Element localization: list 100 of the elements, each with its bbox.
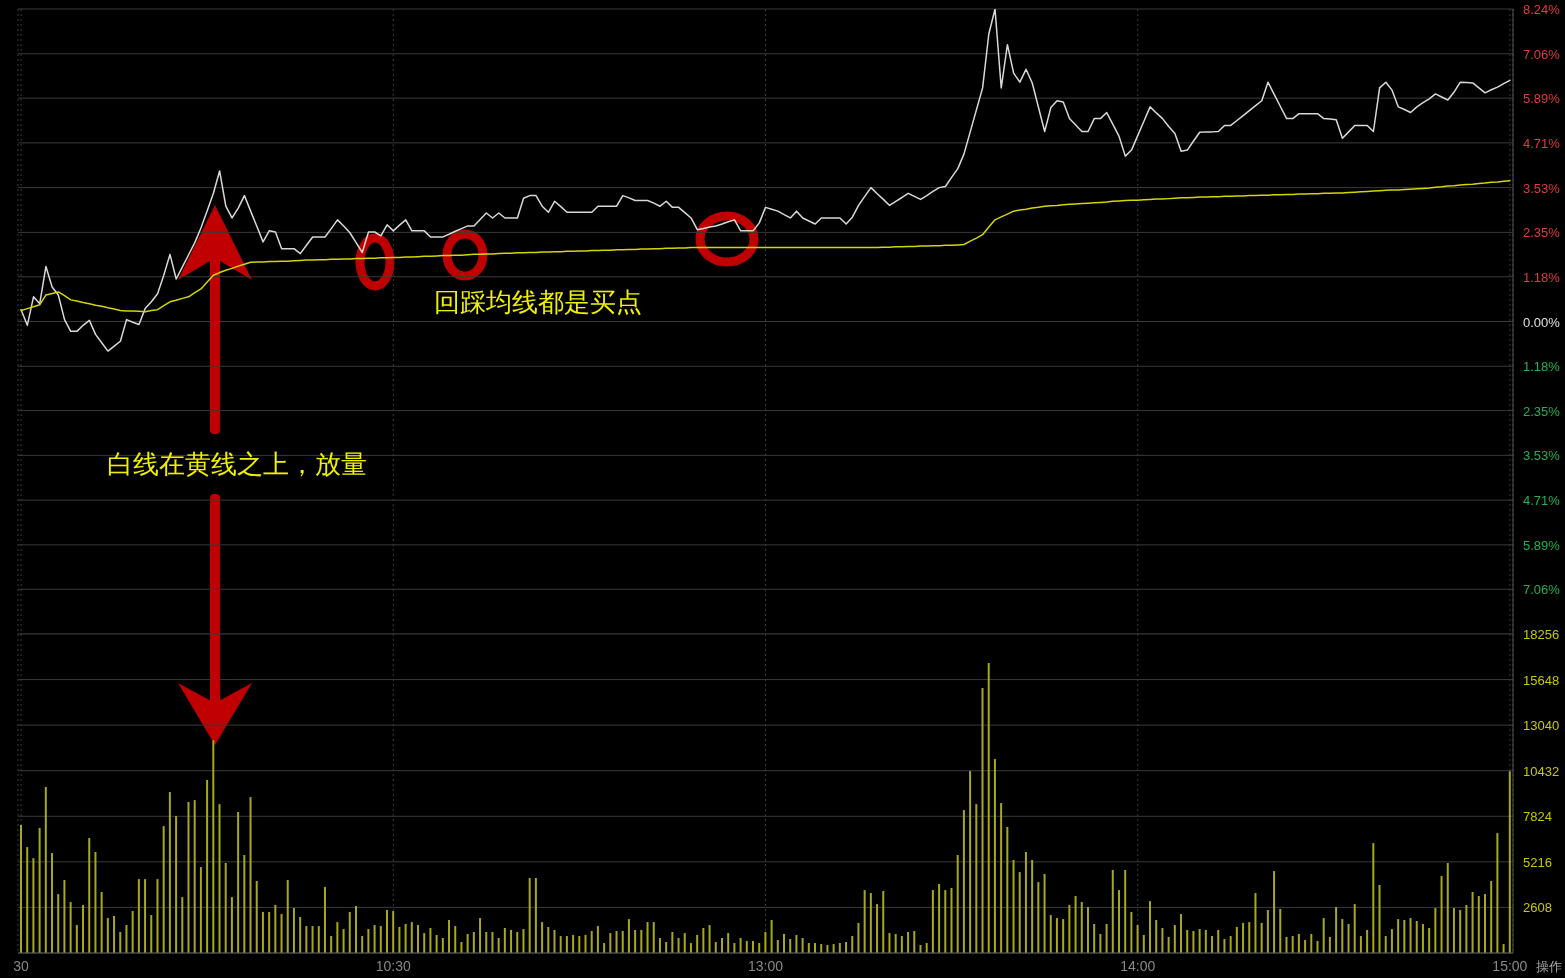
bar xyxy=(1285,936,1288,953)
bar xyxy=(1372,843,1375,953)
bar xyxy=(1055,918,1058,953)
bar xyxy=(218,804,221,953)
bar xyxy=(1279,908,1282,953)
bar xyxy=(491,932,494,953)
bar xyxy=(851,936,854,953)
bar xyxy=(398,926,401,953)
bar xyxy=(1440,876,1443,953)
bar xyxy=(603,943,606,953)
y-tick-label: 1.18% xyxy=(1523,269,1561,285)
bar xyxy=(1043,874,1046,953)
bar xyxy=(435,935,438,953)
bar xyxy=(249,797,252,953)
bar xyxy=(1031,860,1034,953)
bar xyxy=(1291,936,1294,953)
bar xyxy=(1353,904,1356,953)
x-tick-label: 14:00 xyxy=(1120,957,1156,974)
bar xyxy=(268,911,271,953)
bar xyxy=(1086,907,1089,953)
bar xyxy=(237,811,240,953)
y-tick-label: 2.35% xyxy=(1523,225,1561,241)
bar xyxy=(516,932,519,953)
bar xyxy=(1006,827,1009,953)
bar xyxy=(175,816,178,953)
bar xyxy=(1192,930,1195,953)
bar xyxy=(1173,925,1176,953)
bar xyxy=(243,854,246,953)
bar xyxy=(38,828,41,953)
bar xyxy=(1186,929,1189,953)
y-tick-label: 18256 xyxy=(1523,627,1560,642)
bar xyxy=(361,936,364,953)
x-tick-label: 15:00 xyxy=(1492,957,1528,974)
bar xyxy=(1446,863,1449,953)
bar xyxy=(1155,919,1158,953)
bar xyxy=(503,928,506,953)
bar xyxy=(305,926,308,953)
y-tick-label: 7824 xyxy=(1523,809,1552,825)
bar xyxy=(528,878,531,953)
bar xyxy=(212,740,215,953)
bar xyxy=(1434,908,1437,953)
bar xyxy=(26,847,29,953)
bar xyxy=(969,771,972,953)
bar xyxy=(1093,923,1096,953)
bar xyxy=(1471,892,1474,953)
y-tick-label: 13040 xyxy=(1523,718,1560,734)
bar xyxy=(547,926,550,953)
bar xyxy=(931,890,934,953)
bar xyxy=(485,932,488,953)
bar xyxy=(615,930,618,953)
y-tick-label: 2.35% xyxy=(1523,403,1561,419)
bar xyxy=(1024,852,1027,953)
bar xyxy=(1254,893,1257,953)
bar xyxy=(1273,871,1276,953)
bar xyxy=(795,935,798,953)
bar xyxy=(814,943,817,953)
bar xyxy=(1328,936,1331,953)
bar xyxy=(63,879,66,953)
bar xyxy=(1080,901,1083,953)
y-tick-label: 5216 xyxy=(1523,854,1552,870)
bar xyxy=(423,933,426,953)
bar xyxy=(801,937,804,953)
bar xyxy=(224,863,227,953)
bar xyxy=(137,879,140,953)
text: 操作 xyxy=(1536,958,1562,976)
bar xyxy=(373,925,376,953)
bar xyxy=(1018,872,1021,953)
bar xyxy=(1297,933,1300,953)
bar xyxy=(863,890,866,953)
bar xyxy=(51,853,54,953)
y-tick-label: 0.00% xyxy=(1523,314,1561,330)
bar xyxy=(299,917,302,953)
bar xyxy=(764,932,767,953)
bar xyxy=(1198,929,1201,953)
bar xyxy=(1248,922,1251,953)
bar xyxy=(1074,896,1077,953)
bar xyxy=(1378,885,1381,953)
bar xyxy=(1397,919,1400,953)
bar xyxy=(900,936,903,953)
bar xyxy=(292,908,295,953)
bar xyxy=(199,867,202,953)
bar xyxy=(590,930,593,953)
bar xyxy=(876,904,879,953)
bar xyxy=(714,941,717,953)
bar xyxy=(907,932,910,953)
bar xyxy=(206,780,209,953)
bar xyxy=(379,926,382,953)
bar xyxy=(1316,940,1319,953)
bar xyxy=(857,922,860,953)
bar xyxy=(1428,928,1431,953)
bar xyxy=(187,802,190,953)
bar xyxy=(565,936,568,953)
bar xyxy=(665,941,668,953)
bar xyxy=(1161,928,1164,953)
annotation: 回踩均线都是买点 xyxy=(434,286,642,319)
bar xyxy=(1304,940,1307,953)
bar xyxy=(460,941,463,953)
bar xyxy=(882,890,885,953)
bar xyxy=(1359,936,1362,953)
bar xyxy=(727,933,730,953)
